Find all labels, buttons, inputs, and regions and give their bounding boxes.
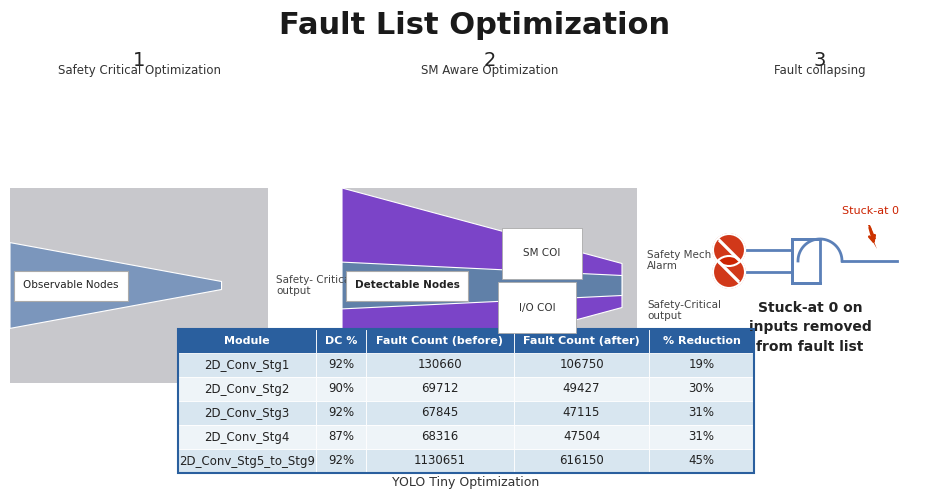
Bar xyxy=(316,377,366,401)
Text: 49427: 49427 xyxy=(562,382,600,395)
Bar xyxy=(178,377,316,401)
Text: Safety- Critical
output: Safety- Critical output xyxy=(276,275,353,296)
Text: Observable Nodes: Observable Nodes xyxy=(23,281,119,291)
Text: 2D_Conv_Stg4: 2D_Conv_Stg4 xyxy=(204,430,290,443)
Text: 1130651: 1130651 xyxy=(414,454,466,467)
Text: Fault Count (after): Fault Count (after) xyxy=(523,336,640,346)
Text: 3: 3 xyxy=(814,51,826,70)
Bar xyxy=(366,425,514,449)
Text: I/O COI: I/O COI xyxy=(519,303,556,313)
Text: Module: Module xyxy=(224,336,270,346)
Text: Fault collapsing: Fault collapsing xyxy=(774,64,865,77)
Text: Fault Count (before): Fault Count (before) xyxy=(376,336,504,346)
Polygon shape xyxy=(10,188,268,383)
Text: 90%: 90% xyxy=(328,382,354,395)
Text: Safety Critical Optimization: Safety Critical Optimization xyxy=(58,64,220,77)
Polygon shape xyxy=(342,262,622,309)
Text: SM Aware Optimization: SM Aware Optimization xyxy=(421,64,559,77)
Text: % Reduction: % Reduction xyxy=(662,336,740,346)
Text: 47504: 47504 xyxy=(562,430,600,443)
Text: 68316: 68316 xyxy=(422,430,459,443)
Bar xyxy=(316,329,366,353)
Bar xyxy=(178,329,316,353)
Bar xyxy=(514,353,649,377)
Bar xyxy=(178,401,316,425)
Text: Fault List Optimization: Fault List Optimization xyxy=(279,11,671,40)
Text: Detectable Nodes: Detectable Nodes xyxy=(354,281,460,291)
Polygon shape xyxy=(342,188,637,383)
Text: YOLO Tiny Optimization: YOLO Tiny Optimization xyxy=(392,476,540,489)
Bar xyxy=(649,425,754,449)
Text: 92%: 92% xyxy=(328,406,354,419)
Bar xyxy=(649,377,754,401)
Text: 47115: 47115 xyxy=(562,406,600,419)
Bar xyxy=(649,353,754,377)
Bar xyxy=(514,401,649,425)
Bar xyxy=(316,353,366,377)
Polygon shape xyxy=(342,188,622,383)
Text: 87%: 87% xyxy=(328,430,354,443)
FancyBboxPatch shape xyxy=(346,271,468,301)
Text: 1: 1 xyxy=(133,51,145,70)
Bar xyxy=(178,425,316,449)
Bar xyxy=(366,401,514,425)
Text: Safety Mech
Alarm: Safety Mech Alarm xyxy=(647,249,712,272)
Bar xyxy=(366,353,514,377)
Text: Stuck-at 0: Stuck-at 0 xyxy=(842,206,899,216)
Bar xyxy=(514,425,649,449)
Bar xyxy=(514,377,649,401)
Polygon shape xyxy=(868,225,877,249)
Bar xyxy=(316,401,366,425)
Text: 67845: 67845 xyxy=(422,406,459,419)
Polygon shape xyxy=(10,242,221,328)
Bar xyxy=(649,449,754,473)
Text: 69712: 69712 xyxy=(421,382,459,395)
Text: SM COI: SM COI xyxy=(523,248,560,259)
Bar xyxy=(514,329,649,353)
Bar xyxy=(514,449,649,473)
Bar xyxy=(366,329,514,353)
Text: 616150: 616150 xyxy=(560,454,604,467)
Text: 31%: 31% xyxy=(689,406,714,419)
Text: 19%: 19% xyxy=(689,359,714,372)
Text: 130660: 130660 xyxy=(418,359,463,372)
Circle shape xyxy=(713,234,745,266)
Text: Stuck-at 0 on
inputs removed
from fault list: Stuck-at 0 on inputs removed from fault … xyxy=(749,301,871,354)
Text: 30%: 30% xyxy=(689,382,714,395)
Text: Safety-Critical
output: Safety-Critical output xyxy=(647,300,721,321)
Bar xyxy=(366,377,514,401)
Circle shape xyxy=(713,256,745,288)
Text: 2D_Conv_Stg1: 2D_Conv_Stg1 xyxy=(204,359,290,372)
Bar xyxy=(649,401,754,425)
Text: 92%: 92% xyxy=(328,359,354,372)
Text: 45%: 45% xyxy=(689,454,714,467)
Text: 2: 2 xyxy=(484,51,496,70)
Text: 31%: 31% xyxy=(689,430,714,443)
Bar xyxy=(649,329,754,353)
Text: 106750: 106750 xyxy=(560,359,604,372)
Bar xyxy=(316,425,366,449)
Text: 2D_Conv_Stg2: 2D_Conv_Stg2 xyxy=(204,382,290,395)
Text: 2D_Conv_Stg3: 2D_Conv_Stg3 xyxy=(204,406,290,419)
Bar xyxy=(178,353,316,377)
Bar xyxy=(178,449,316,473)
Text: DC %: DC % xyxy=(325,336,357,346)
Bar xyxy=(178,329,754,473)
Bar xyxy=(316,449,366,473)
Bar xyxy=(366,449,514,473)
Text: 2D_Conv_Stg5_to_Stg9: 2D_Conv_Stg5_to_Stg9 xyxy=(179,454,315,467)
Text: 92%: 92% xyxy=(328,454,354,467)
FancyBboxPatch shape xyxy=(14,271,128,301)
